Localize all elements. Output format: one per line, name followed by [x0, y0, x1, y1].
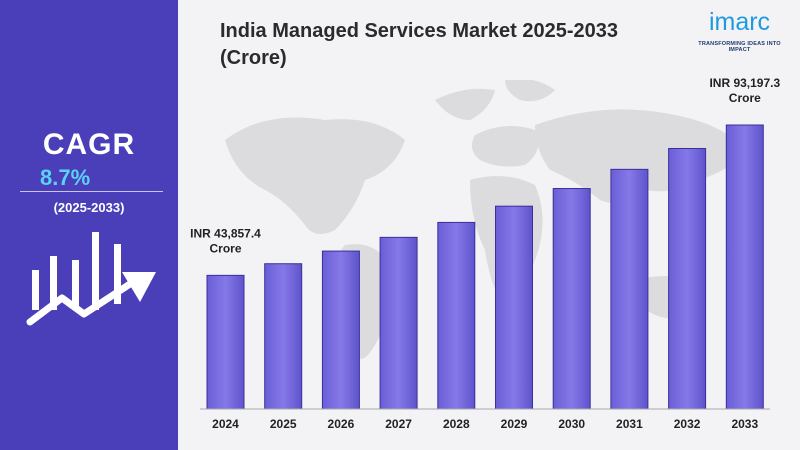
cagr-divider [20, 191, 163, 192]
x-tick-label: 2032 [674, 417, 701, 431]
chart-title: India Managed Services Market 2025-2033 … [220, 20, 618, 69]
x-tick-label: 2027 [385, 417, 412, 431]
x-tick-label: 2030 [558, 417, 585, 431]
imarc-logo: imarc TRANSFORMING IDEAS INTO IMPACT [687, 8, 792, 58]
x-tick-label: 2033 [731, 417, 758, 431]
cagr-value: 8.7% [40, 165, 91, 190]
cagr-label: CAGR [42, 128, 136, 161]
bar-2030 [552, 188, 591, 410]
bar-2031 [610, 168, 649, 410]
bar-2027 [379, 236, 418, 410]
x-tick-label: 2026 [328, 417, 355, 431]
cagr-period: (2025-2033) [53, 200, 125, 215]
data-label-2033: Crore [729, 91, 761, 105]
bar-2028 [437, 221, 476, 410]
x-tick-label: 2031 [616, 417, 643, 431]
bar-2026 [321, 250, 360, 410]
logo-wordmark: imarc [708, 8, 771, 36]
growth-chart-icon [26, 232, 156, 326]
x-tick-label: 2025 [270, 417, 297, 431]
data-label-2024: Crore [209, 241, 241, 255]
bar-2029 [495, 205, 533, 410]
x-tick-label: 2029 [501, 417, 528, 431]
bar-2032 [668, 147, 707, 410]
data-label-2024: INR 43,857.4 [190, 226, 261, 240]
logo-tagline: TRANSFORMING IDEAS INTO IMPACT [698, 41, 781, 53]
x-tick-label: 2024 [212, 417, 239, 431]
bar-2033 [725, 124, 764, 410]
data-label-2033: INR 93,197.3 [709, 76, 780, 90]
bar-2024 [206, 274, 245, 410]
cagr-panel: CAGR 8.7% (2025-2033) [0, 0, 178, 450]
bar-2025 [264, 263, 303, 410]
x-tick-label: 2028 [443, 417, 470, 431]
